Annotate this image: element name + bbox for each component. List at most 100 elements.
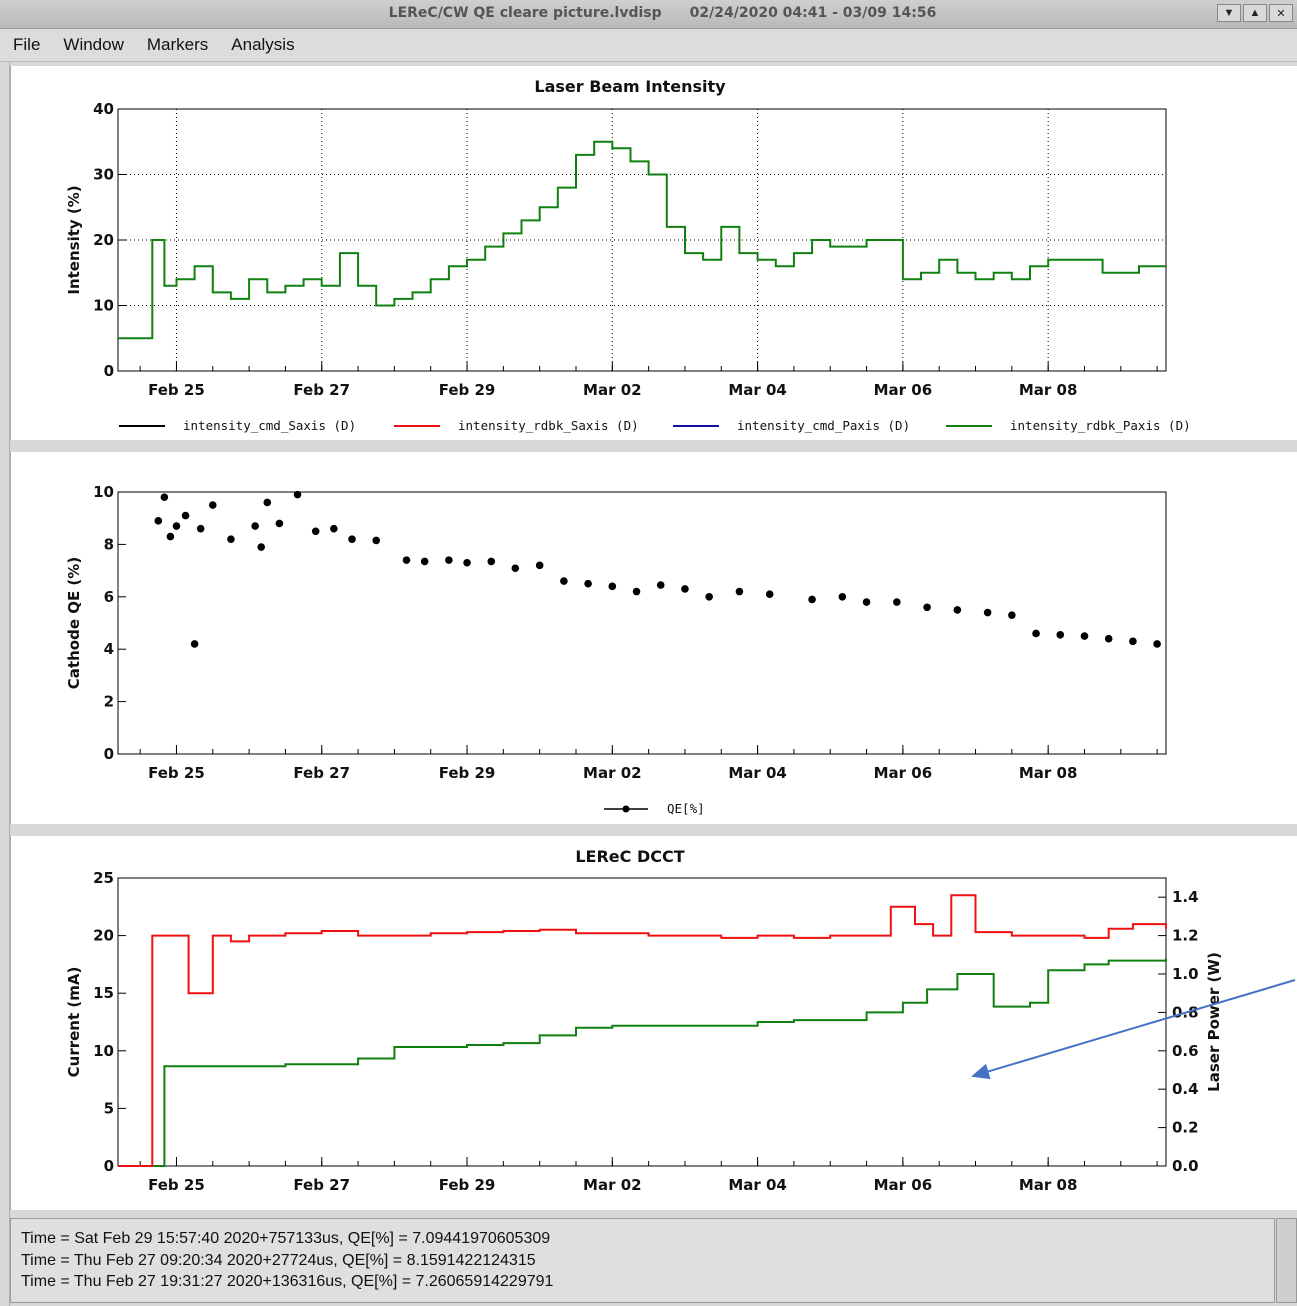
y-tick-label: 0 [104,1157,114,1175]
legend-label: intensity_cmd_Paxis (D) [737,418,910,433]
left-border [0,62,10,1306]
marker-readout-line: Time = Thu Feb 27 19:31:27 2020+136316us… [21,1273,554,1290]
data-point [632,587,641,596]
x-tick-label: Mar 06 [874,381,933,399]
intensity-chart-panel: Laser Beam Intensity Feb 25 Feb 27 Feb 29 Ma… [10,66,1297,440]
data-point [535,561,544,570]
data-point [1056,630,1065,639]
x-tick-label: Mar 08 [1019,381,1078,399]
data-point [293,490,302,499]
window-title-file: LEReC/CW QE cleare picture.lvdisp [388,5,662,21]
data-point [1032,629,1040,638]
y-tick-label: 10 [93,483,114,501]
marker-readout-line: Time = Sat Feb 29 15:57:40 2020+757133us… [21,1230,551,1247]
x-tick-label: Mar 04 [728,764,787,782]
data-point [765,590,774,598]
x-tick-label: Mar 06 [874,764,933,782]
legend-label: intensity_rdbk_Saxis (D) [458,418,639,433]
x-tick-label: Feb 25 [148,764,205,782]
y-tick-label: 4 [104,640,114,658]
close-button[interactable]: ✕ [1269,4,1293,22]
data-point [608,582,617,591]
data-point [705,593,713,601]
y-tick-label: 10 [93,297,114,315]
window-title: LEReC/CW QE cleare picture.lvdisp 02/24/2… [0,5,1297,21]
data-point [560,577,568,585]
y-axis-label: Cathode QE (%) [65,557,83,689]
x-tick-label: Feb 25 [148,381,205,399]
plot-frame [117,491,1167,755]
data-point [862,598,871,606]
legend-label: intensity_cmd_Saxis (D) [183,418,356,433]
x-tick-label: Feb 27 [293,381,350,399]
y-right-tick-label: 1.2 [1172,927,1199,945]
y-tick-label: 25 [93,869,114,887]
legend-marker [622,805,630,813]
y-tick-label: 0 [104,745,114,763]
data-point [154,517,163,525]
legend-label: intensity_rdbk_Paxis (D) [1010,418,1191,433]
data-point [511,564,520,573]
readout-scrollbar[interactable] [1276,1218,1297,1303]
data-point [1104,634,1113,643]
x-tick-label: Mar 02 [583,381,642,399]
y-axis-label-right: Laser Power (W) [1205,952,1223,1092]
menubar: File Window Markers Analysis [0,29,1297,62]
data-point [208,501,217,509]
series-line [118,894,1167,1167]
menu-window[interactable]: Window [63,35,124,54]
data-point [372,536,381,545]
x-tick-label: Feb 29 [439,381,496,399]
y-tick-label: 40 [93,100,114,118]
menu-markers[interactable]: Markers [146,35,209,54]
series-line [118,140,1166,340]
y-right-tick-label: 0.4 [1172,1080,1199,1098]
dcct-chart-panel: LEReC DCCT Feb 25 Feb 27 Feb 29 Mar 02 Mar 04… [10,836,1297,1210]
menu-file[interactable]: File [13,35,41,54]
data-point [681,585,689,593]
intensity-chart[interactable]: Laser Beam Intensity Feb 25 Feb 27 Feb 29 Ma… [11,66,1297,440]
dcct-chart[interactable]: LEReC DCCT Feb 25 Feb 27 Feb 29 Mar 02 Mar 04… [11,836,1297,1210]
data-point [838,593,847,601]
x-tick-label: Feb 25 [148,1176,205,1194]
x-tick-label: Mar 08 [1019,764,1078,782]
window-titlebar: LEReC/CW QE cleare picture.lvdisp 02/24/2… [0,0,1297,29]
data-point [808,595,816,604]
y-tick-label: 6 [104,588,114,606]
x-tick-label: Mar 06 [874,1176,933,1194]
minimize-button[interactable]: ▼ [1217,4,1241,22]
y-right-tick-label: 0.6 [1172,1042,1199,1060]
qe-chart[interactable]: Feb 25 Feb 27 Feb 29 Mar 02 Mar 04 Mar 06 Mar … [11,452,1297,824]
data-point [181,511,190,520]
series-line [118,958,1167,1167]
window-buttons: ▼ ▲ ✕ [1217,4,1293,22]
data-point [160,493,169,502]
x-tick-label: Feb 27 [293,764,350,782]
chart-title: Laser Beam Intensity [534,77,726,96]
data-point [1080,632,1089,640]
x-tick-label: Feb 27 [293,1176,350,1194]
y-tick-label: 5 [104,1099,114,1117]
data-point [1153,640,1161,648]
data-point [584,579,592,588]
data-point [196,524,205,533]
x-tick-label: Mar 02 [583,764,642,782]
plot-frame [117,877,1167,1167]
data-point [487,557,496,566]
data-point [445,556,453,564]
maximize-button[interactable]: ▲ [1243,4,1267,22]
menu-analysis[interactable]: Analysis [231,35,295,54]
data-point [893,598,901,606]
marker-readout: Time = Sat Feb 29 15:57:40 2020+757133us… [10,1218,1275,1303]
y-axis-label: Intensity (%) [65,185,83,294]
x-tick-label: Mar 04 [728,1176,787,1194]
y-tick-label: 20 [93,231,114,249]
data-point [275,519,284,528]
x-tick-label: Feb 29 [439,764,496,782]
y-right-tick-label: 1.4 [1172,888,1199,906]
y-tick-label: 2 [104,693,114,711]
data-point [251,522,259,530]
data-point [348,535,356,543]
data-point [656,581,665,589]
data-point [953,606,962,614]
